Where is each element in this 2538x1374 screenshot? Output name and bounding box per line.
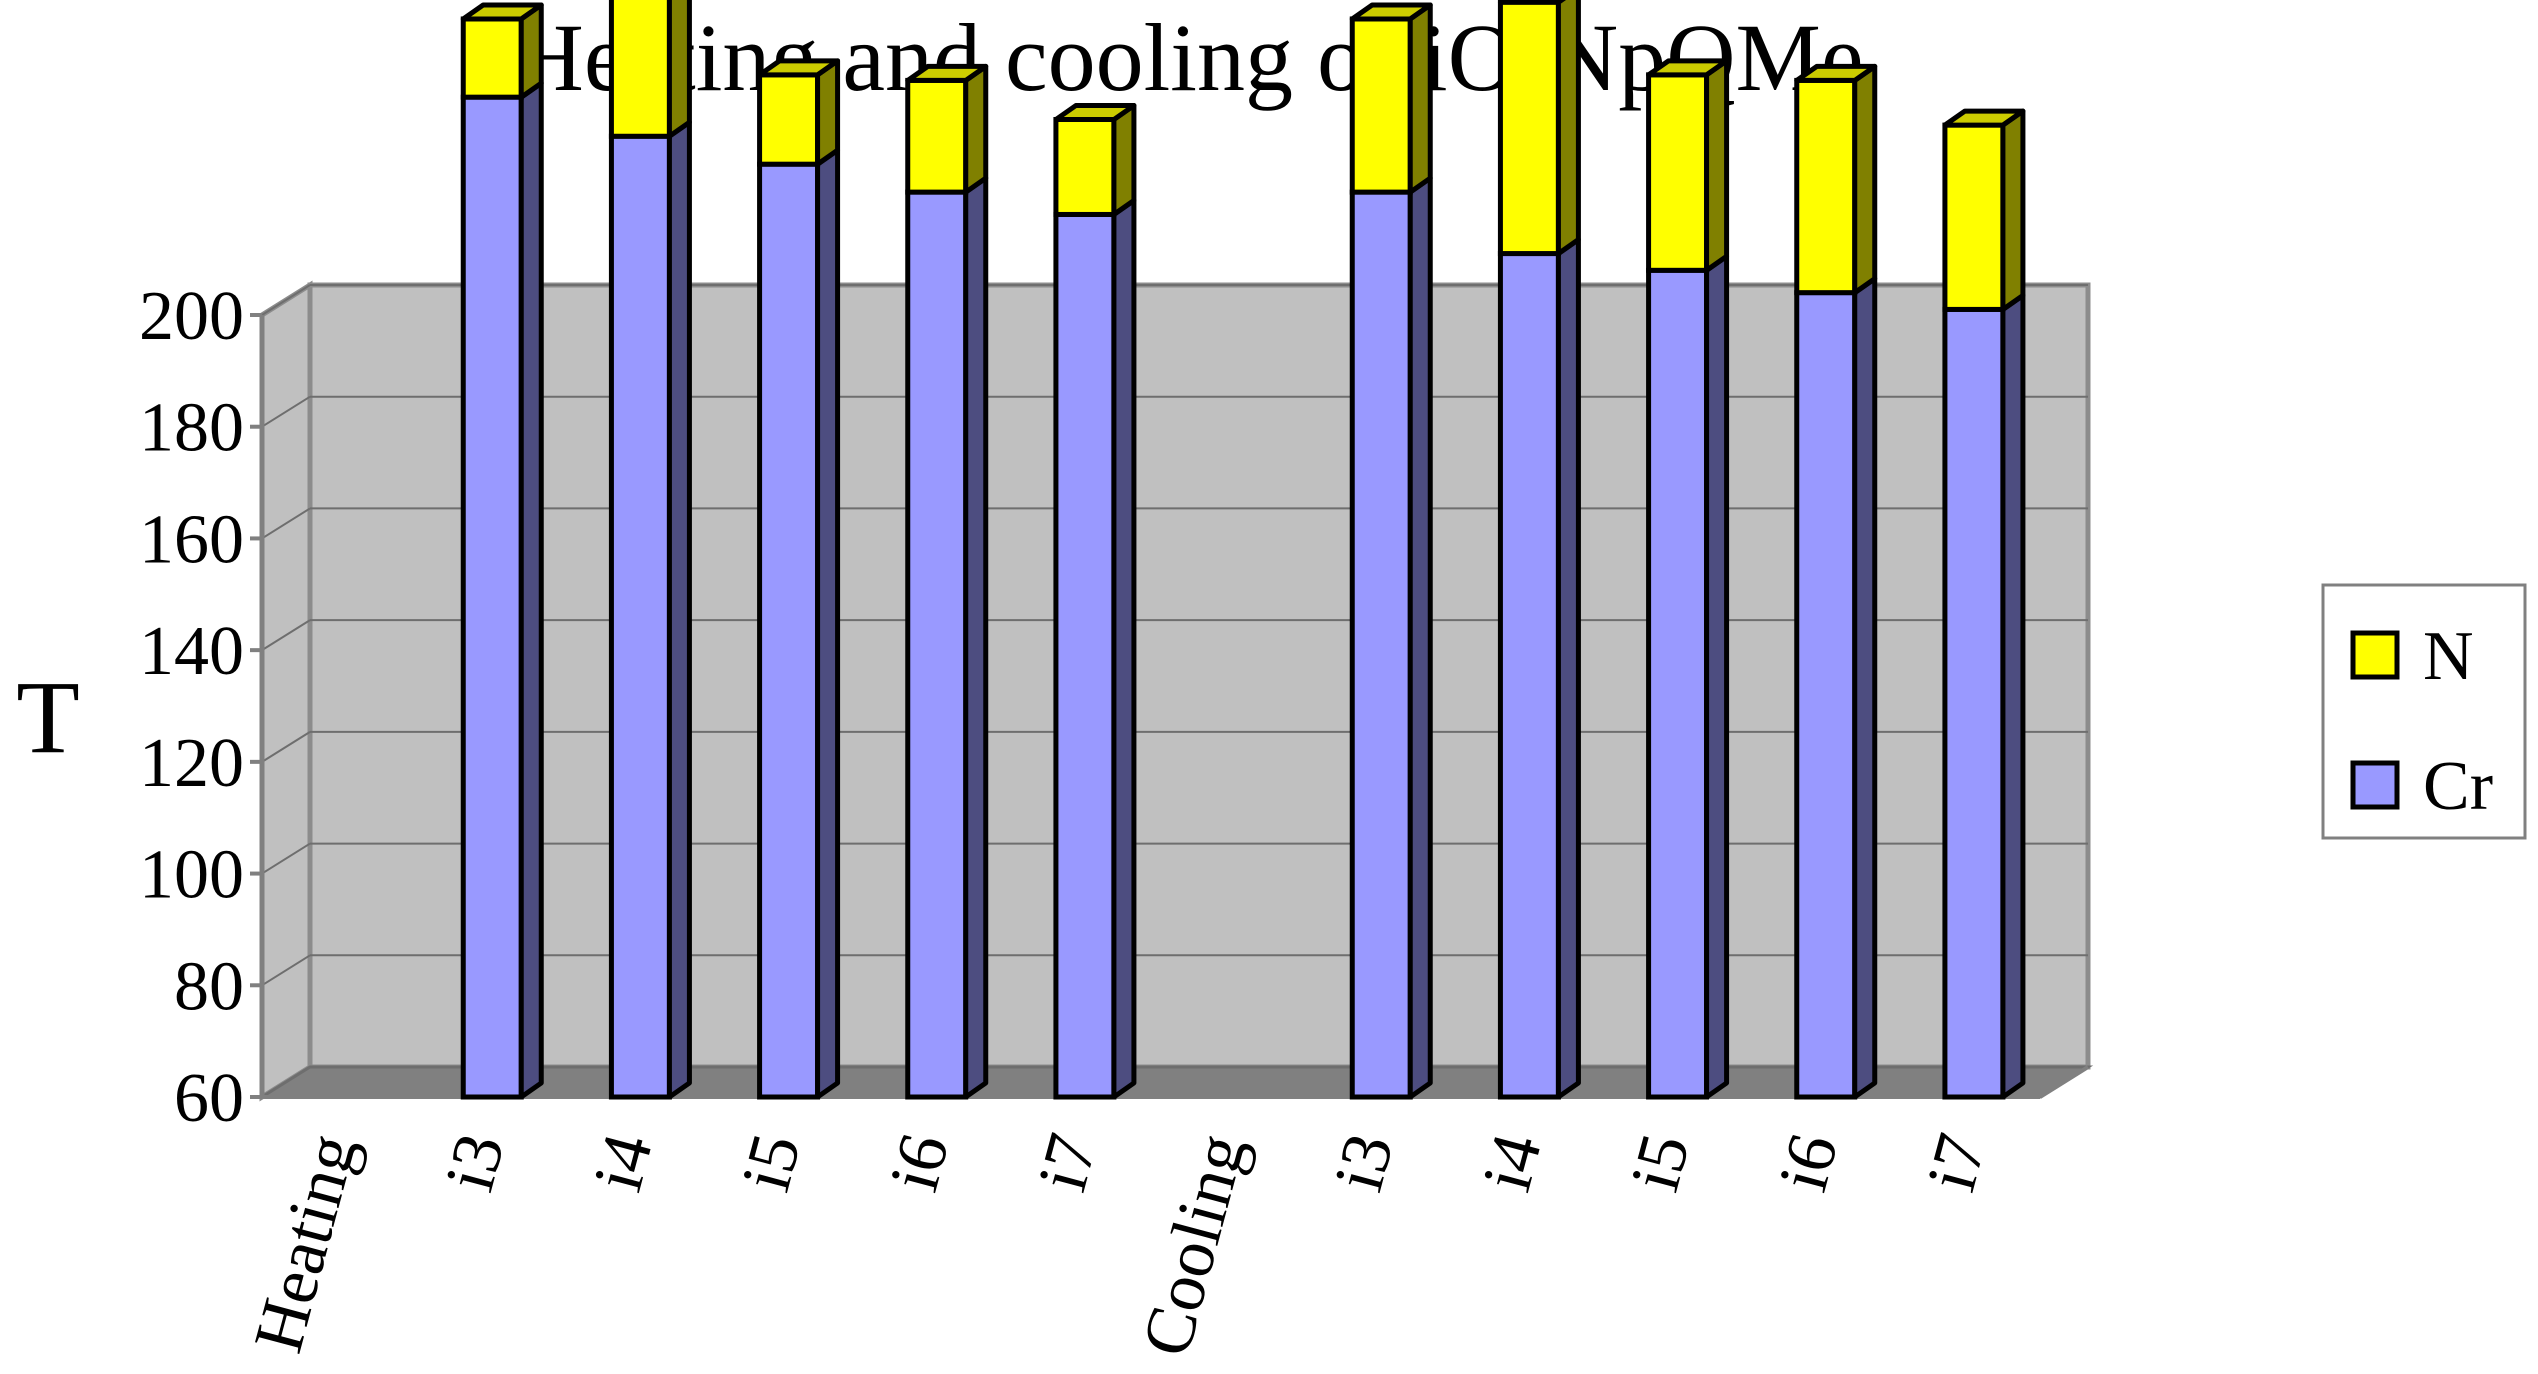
x-tick-label: i3 [431, 1126, 519, 1199]
x-tick-label: Cooling [1128, 1126, 1261, 1364]
gridline-side [261, 842, 311, 875]
bar-top-n-7 [1349, 2, 1433, 22]
bar-cr-11 [1942, 306, 2006, 1100]
bar-n-2 [608, 0, 672, 139]
bar-side-cr-3 [815, 147, 841, 1100]
bar-side-n-4 [963, 63, 989, 195]
y-tick-label: 180 [139, 390, 244, 467]
bar-side-cr-4 [963, 175, 989, 1100]
bar-n-10 [1794, 77, 1858, 296]
bar-n-7 [1349, 16, 1413, 195]
y-tick-label: 60 [174, 1060, 244, 1137]
gridline-side [261, 507, 311, 540]
x-tick-label: i5 [728, 1126, 816, 1199]
bar-side-n-9 [1704, 58, 1730, 273]
bar-side-n-11 [2000, 108, 2026, 312]
x-tick-label: i4 [1468, 1126, 1556, 1199]
side-wall [259, 280, 313, 1102]
x-tick-label: i3 [1320, 1126, 1408, 1199]
bar-top-n-4 [905, 63, 989, 83]
chart-title: Heating and cooling of iO-NpQMe [514, 4, 1863, 111]
y-tick-label: 200 [139, 278, 244, 355]
y-axis-label: T [16, 660, 80, 775]
bar-n-1 [460, 16, 524, 100]
x-axis-depth [2038, 1065, 2090, 1099]
legend-label-n: N [2423, 618, 2474, 695]
y-tick-label: 80 [174, 948, 244, 1025]
bar-side-cr-11 [2000, 292, 2026, 1100]
bar-top-n-1 [460, 2, 544, 22]
bar-n-8 [1497, 0, 1561, 257]
y-tick-label: 140 [139, 613, 244, 690]
x-tick-label: i4 [579, 1126, 667, 1199]
bar-top-n-8 [1497, 0, 1566, 5]
bar-cr-4 [905, 189, 969, 1100]
bar-side-cr-5 [1111, 197, 1137, 1100]
bar-side-n-8 [1555, 0, 1581, 257]
bar-cr-10 [1794, 290, 1858, 1100]
bar-n-3 [757, 72, 821, 167]
bar-cr-3 [757, 161, 821, 1100]
legend-label-cr: Cr [2423, 748, 2493, 825]
y-tick-label: 100 [139, 837, 244, 914]
legend: N Cr [2321, 583, 2527, 840]
bar-n-5 [1053, 117, 1117, 217]
legend-swatch-cr [2350, 760, 2400, 810]
bar-top-n-11 [1942, 108, 2026, 128]
x-tick-label: i7 [1024, 1126, 1112, 1199]
y-tick-label: 160 [139, 501, 244, 578]
bar-cr-1 [460, 94, 524, 1100]
bar-side-cr-9 [1704, 253, 1730, 1100]
bar-side-n-5 [1111, 103, 1137, 217]
bar-side-cr-1 [518, 80, 544, 1100]
bar-cr-8 [1497, 251, 1561, 1100]
bar-n-9 [1646, 72, 1710, 273]
bar-side-n-10 [1852, 63, 1878, 296]
bar-side-cr-2 [666, 119, 692, 1100]
gridline-side [261, 954, 311, 987]
gridline-side [261, 284, 311, 316]
bar-top-n-3 [757, 58, 841, 78]
x-tick-label: i5 [1617, 1126, 1705, 1199]
bar-n-4 [905, 77, 969, 195]
x-tick-label: i6 [1765, 1126, 1853, 1199]
bar-side-n-2 [666, 0, 692, 139]
x-tick-label: i6 [876, 1126, 964, 1199]
x-tick-label: Heating [240, 1126, 372, 1360]
bar-cr-7 [1349, 189, 1413, 1100]
legend-swatch-n [2350, 630, 2400, 680]
bar-cr-9 [1646, 267, 1710, 1100]
bar-cr-2 [608, 133, 672, 1100]
gridline-side [261, 395, 311, 428]
bar-top-n-9 [1646, 58, 1730, 78]
bar-side-cr-8 [1555, 237, 1581, 1100]
gridline-side [261, 731, 311, 763]
bar-top-n-10 [1794, 63, 1878, 83]
y-tick-label: 120 [139, 725, 244, 802]
bar-side-n-3 [815, 58, 841, 167]
bar-cr-5 [1053, 211, 1117, 1100]
bar-side-n-7 [1407, 2, 1433, 195]
bar-n-11 [1942, 122, 2006, 312]
bar-top-n-5 [1053, 103, 1137, 122]
gridline-side [261, 619, 311, 651]
bar-side-cr-10 [1852, 276, 1878, 1100]
x-tick-label: i7 [1913, 1126, 2001, 1199]
bar-side-cr-7 [1407, 175, 1433, 1100]
